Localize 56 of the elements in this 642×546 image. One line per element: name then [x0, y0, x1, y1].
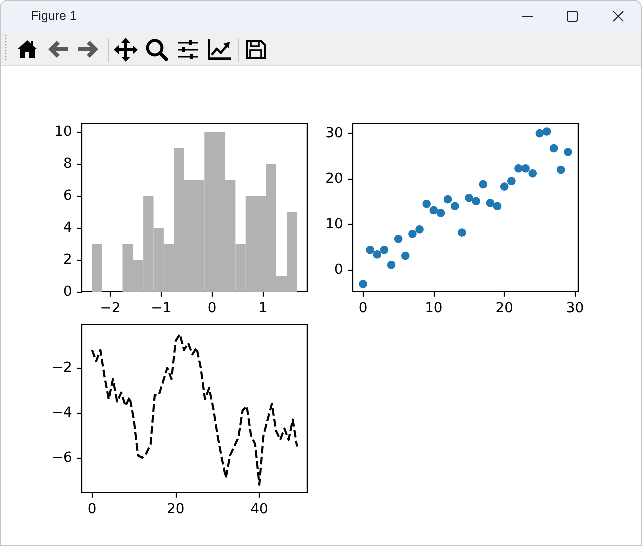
point: [358, 280, 367, 288]
point: [366, 246, 374, 254]
text: Figure 1: [31, 9, 77, 24]
y-tick-label: 6: [63, 188, 72, 204]
point: [401, 251, 410, 260]
point: [535, 129, 544, 138]
y-tick-label: 4: [63, 220, 72, 236]
point: [415, 225, 424, 234]
point: [492, 202, 502, 210]
y-tick-label: 10: [54, 124, 72, 140]
x-tick-label: 20: [167, 502, 185, 518]
y-tick-label: −2: [52, 360, 72, 376]
point: [422, 200, 431, 208]
point: [542, 127, 551, 136]
point: [372, 250, 382, 258]
y-tick-label: 20: [325, 170, 343, 187]
y-tick-label: −6: [52, 450, 72, 466]
x-tick-label: 40: [250, 502, 268, 518]
point: [564, 148, 572, 156]
point: [436, 208, 445, 217]
point: [507, 176, 516, 186]
y-tick-label: 0: [63, 284, 72, 300]
point: [486, 198, 494, 207]
point: [458, 228, 466, 237]
point: [443, 195, 452, 204]
point: [549, 144, 558, 152]
point: [521, 164, 530, 172]
x-tick-label: −2: [100, 300, 121, 316]
point: [464, 194, 473, 202]
point: [528, 169, 537, 178]
point: [380, 246, 388, 254]
line-series: [91, 334, 298, 486]
y-tick-label: 30: [325, 125, 343, 142]
point: [408, 230, 416, 238]
point: [514, 164, 522, 172]
x-tick-label: 1: [258, 300, 268, 316]
x-tick-label: 30: [566, 300, 584, 316]
x-tick-label: 20: [495, 300, 513, 316]
y-tick-label: 10: [325, 216, 343, 232]
x-tick-label: 0: [88, 502, 97, 518]
x-tick-label: −1: [151, 300, 172, 316]
y-tick-label: 0: [334, 262, 343, 278]
y-tick-label: 2: [63, 252, 72, 268]
point: [394, 234, 402, 243]
y-tick-label: −4: [52, 405, 72, 422]
point: [386, 260, 396, 269]
point: [556, 165, 565, 174]
y-tick-label: 8: [63, 156, 72, 172]
point: [472, 196, 480, 206]
x-tick-label: 10: [424, 300, 442, 316]
x-tick-label: 0: [208, 300, 217, 316]
point: [450, 202, 459, 210]
point: [429, 206, 438, 214]
point: [500, 182, 508, 191]
x-tick-label: 0: [358, 300, 368, 316]
point: [478, 180, 488, 188]
